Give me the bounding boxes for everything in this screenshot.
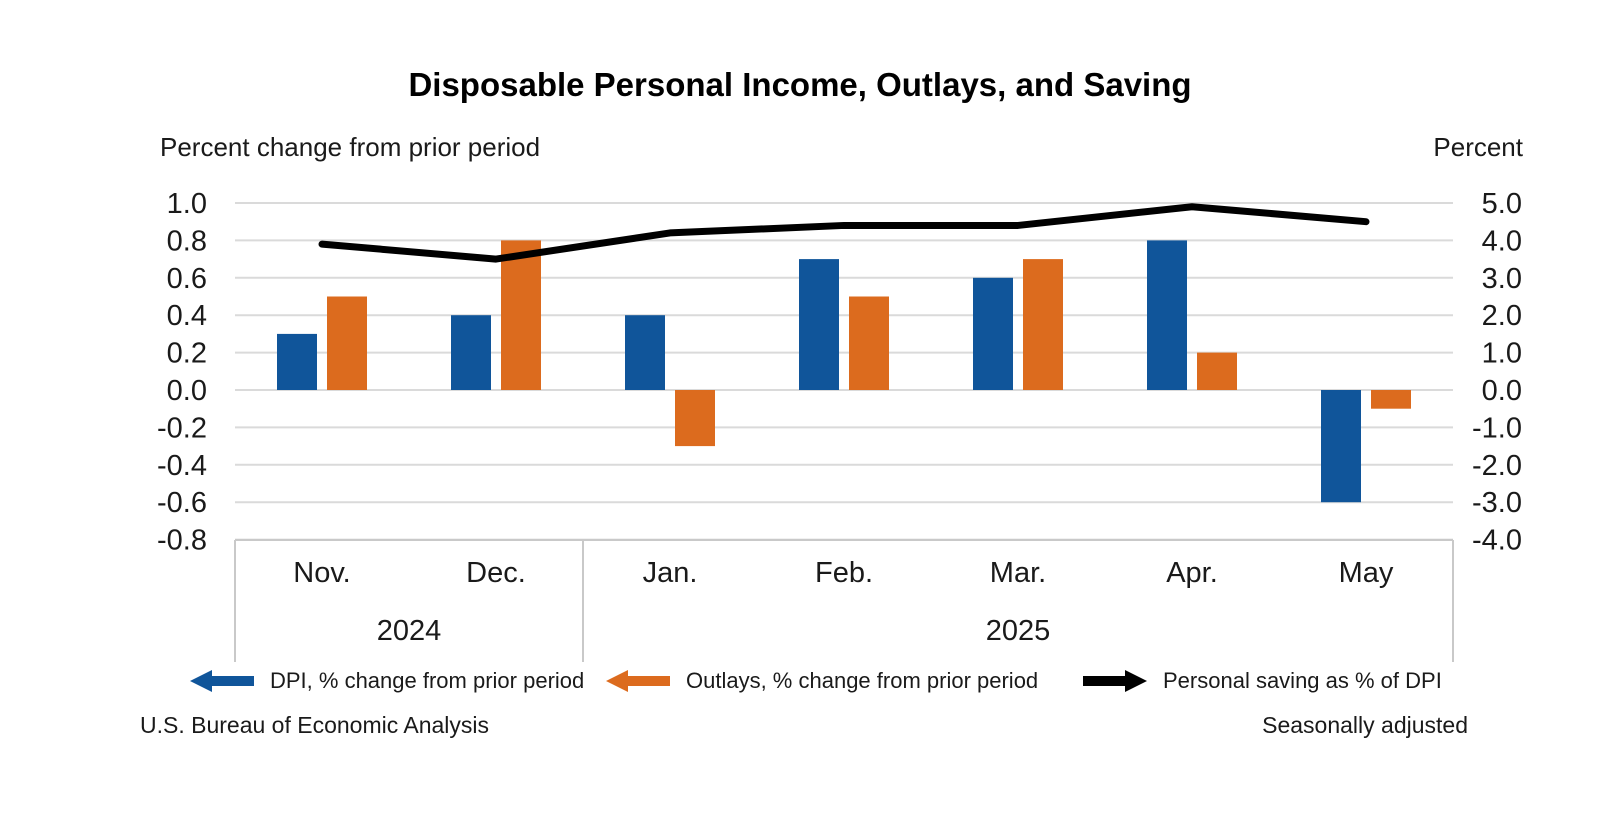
legend-label-outlays: Outlays, % change from prior period bbox=[686, 668, 1039, 693]
right-axis-tick-4.0: 4.0 bbox=[1482, 225, 1522, 257]
seasonally-adjusted-note: Seasonally adjusted bbox=[1262, 712, 1468, 738]
right-axis-tick--1.0: -1.0 bbox=[1472, 412, 1522, 444]
left-axis-tick--0.2: -0.2 bbox=[157, 412, 207, 444]
bar-outlays-jan bbox=[675, 390, 715, 447]
category-label-apr: Apr. bbox=[1166, 557, 1218, 589]
bar-dpi-jan bbox=[625, 315, 665, 390]
category-label-may: May bbox=[1339, 557, 1394, 589]
left-axis-tick-0.6: 0.6 bbox=[167, 263, 207, 295]
bar-dpi-mar bbox=[973, 277, 1013, 390]
legend-item-dpi: DPI, % change from prior period bbox=[190, 668, 584, 694]
right-axis-title: Percent bbox=[1433, 132, 1523, 162]
bar-dpi-may bbox=[1321, 390, 1361, 503]
legend-label-saving: Personal saving as % of DPI bbox=[1163, 668, 1442, 693]
bar-outlays-may bbox=[1371, 390, 1411, 409]
right-axis-tick--2.0: -2.0 bbox=[1472, 450, 1522, 482]
left-axis-title: Percent change from prior period bbox=[160, 132, 541, 162]
year-label-2024: 2024 bbox=[377, 615, 442, 647]
right-axis-tick-0.0: 0.0 bbox=[1482, 375, 1522, 407]
left-axis-tick-0.4: 0.4 bbox=[167, 300, 207, 332]
left-axis-tick--0.8: -0.8 bbox=[157, 525, 207, 557]
chart-title: Disposable Personal Income, Outlays, and… bbox=[408, 66, 1192, 103]
outlays-arrow-icon bbox=[606, 670, 670, 692]
year-label-2025: 2025 bbox=[986, 615, 1051, 647]
left-axis-tick--0.6: -0.6 bbox=[157, 487, 207, 519]
bar-outlays-apr bbox=[1197, 352, 1237, 390]
legend-item-outlays: Outlays, % change from prior period bbox=[606, 668, 1038, 694]
legend-label-dpi: DPI, % change from prior period bbox=[270, 668, 585, 693]
bar-outlays-mar bbox=[1023, 259, 1063, 390]
left-axis-tick-0.2: 0.2 bbox=[167, 338, 207, 370]
bar-dpi-feb bbox=[799, 259, 839, 390]
bar-dpi-nov bbox=[277, 333, 317, 390]
right-axis-tick-3.0: 3.0 bbox=[1482, 263, 1522, 295]
right-axis-tick-1.0: 1.0 bbox=[1482, 338, 1522, 370]
left-axis-tick-1.0: 1.0 bbox=[167, 188, 207, 220]
left-axis-tick--0.4: -0.4 bbox=[157, 450, 207, 482]
legend-item-saving: Personal saving as % of DPI bbox=[1083, 668, 1442, 694]
right-axis-tick--3.0: -3.0 bbox=[1472, 487, 1522, 519]
bar-dpi-dec bbox=[451, 315, 491, 390]
source-note: U.S. Bureau of Economic Analysis bbox=[140, 712, 489, 738]
bar-outlays-nov bbox=[327, 296, 367, 390]
category-label-feb: Feb. bbox=[815, 557, 873, 589]
right-axis-tick-2.0: 2.0 bbox=[1482, 300, 1522, 332]
bar-dpi-apr bbox=[1147, 240, 1187, 390]
bar-outlays-feb bbox=[849, 296, 889, 390]
category-label-dec: Dec. bbox=[466, 557, 526, 589]
right-axis-tick-5.0: 5.0 bbox=[1482, 188, 1522, 220]
bar-outlays-dec bbox=[501, 240, 541, 390]
category-label-jan: Jan. bbox=[643, 557, 698, 589]
left-axis-tick-0.0: 0.0 bbox=[167, 375, 207, 407]
line-saving bbox=[318, 203, 1370, 263]
right-axis-tick--4.0: -4.0 bbox=[1472, 525, 1522, 557]
left-axis-tick-0.8: 0.8 bbox=[167, 225, 207, 257]
category-label-nov: Nov. bbox=[293, 557, 350, 589]
category-label-mar: Mar. bbox=[990, 557, 1046, 589]
dpi-arrow-icon bbox=[190, 670, 254, 692]
saving-arrow-icon bbox=[1083, 670, 1147, 692]
